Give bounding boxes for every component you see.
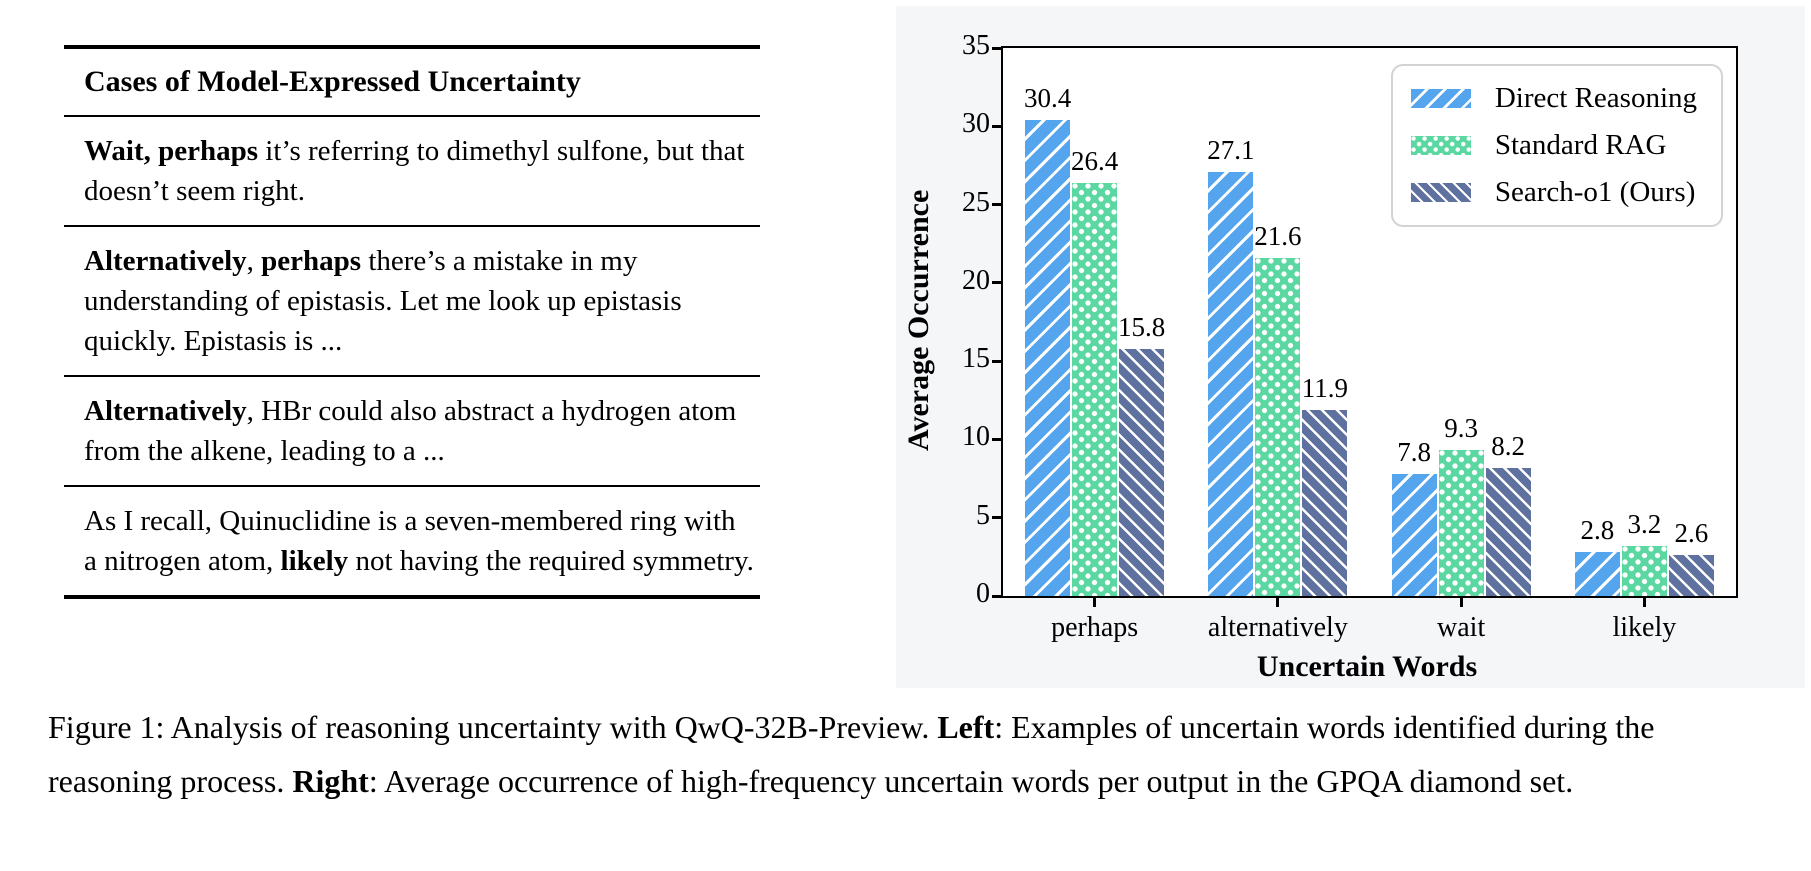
text: not having the required symmetry. [348, 545, 754, 577]
bar-chart: Average Occurrence Direct Reasoning Stand… [896, 6, 1805, 688]
legend-swatch-standard-rag [1410, 136, 1471, 155]
x-axis-label: Uncertain Words [1256, 650, 1478, 683]
bold-text: Right [292, 763, 369, 799]
y-tick-mark [992, 46, 1001, 50]
uncertainty-table: Cases of Model-Expressed Uncertainty Wai… [64, 45, 760, 599]
y-tick-label: 10 [962, 421, 990, 453]
x-tick-label-alternatively: alternatively [1207, 612, 1348, 643]
y-tick-label: 30 [962, 108, 990, 140]
bar-standard-rag-wait [1438, 450, 1484, 596]
bold-text: likely [280, 545, 349, 577]
bar-direct-reasoning-wait [1391, 473, 1437, 596]
y-tick-label: 35 [962, 30, 990, 61]
text: As I recall, Quinuclidine is a seven-mem… [84, 505, 736, 577]
table-row: Alternatively, HBr could also abstract a… [64, 375, 760, 485]
legend-swatch-search-o1-ours- [1410, 183, 1471, 202]
table-row: Wait, perhaps it’s referring to dimethyl… [64, 117, 760, 225]
legend-item: Standard RAG [1410, 129, 1697, 162]
text: , [246, 245, 262, 277]
x-tick-mark [1093, 598, 1097, 607]
x-tick-mark [1276, 598, 1280, 607]
x-tick-label-likely: likely [1612, 612, 1677, 643]
bar-value-label: 30.4 [1024, 83, 1072, 114]
bar-search-o1-ours--alternatively [1302, 409, 1348, 596]
text: there’s a mistake in my understanding of… [84, 245, 682, 357]
y-tick-label: 15 [962, 343, 990, 375]
bold-text: Left [937, 709, 995, 745]
y-tick-mark [992, 437, 1001, 441]
text: it’s referring to dimethyl sulfone, but … [84, 135, 745, 207]
bar-value-label: 2.6 [1674, 518, 1709, 549]
bar-value-label: 3.2 [1627, 508, 1662, 539]
x-tick-label-wait: wait [1437, 612, 1486, 643]
x-tick-mark [1459, 598, 1463, 607]
y-tick-label: 5 [976, 499, 990, 531]
bar-value-label: 2.8 [1580, 515, 1615, 546]
y-tick-mark [992, 203, 1001, 207]
legend-item-label: Search-o1 (Ours) [1494, 176, 1696, 208]
figure-caption: Figure 1: Analysis of reasoning uncertai… [48, 700, 1772, 808]
table-row: Alternatively, perhaps there’s a mistake… [64, 225, 760, 375]
bar-search-o1-ours--likely [1668, 555, 1714, 596]
bar-value-label: 9.3 [1444, 413, 1478, 444]
text: , HBr could also abstract a hydrogen ato… [84, 395, 737, 467]
bold-text: perhaps [261, 245, 362, 277]
text: Figure 1: Analysis of reasoning uncertai… [48, 709, 938, 745]
y-tick-mark [992, 124, 1001, 128]
legend-item-label: Standard RAG [1494, 129, 1667, 161]
text: : Average occurrence of high-frequency u… [368, 763, 1574, 799]
bar-direct-reasoning-perhaps [1025, 120, 1071, 596]
y-tick-mark [992, 281, 1001, 285]
bar-value-label: 26.4 [1071, 145, 1119, 176]
bold-text: Alternatively [84, 395, 247, 427]
bar-search-o1-ours--perhaps [1119, 348, 1165, 596]
legend-item-label: Direct Reasoning [1494, 82, 1697, 114]
bar-value-label: 21.6 [1254, 220, 1302, 251]
bar-direct-reasoning-alternatively [1208, 171, 1254, 596]
y-tick-label: 0 [976, 578, 990, 609]
table-row: As I recall, Quinuclidine is a seven-mem… [64, 485, 760, 595]
bar-value-label: 15.8 [1118, 311, 1166, 342]
x-tick-mark [1642, 598, 1646, 607]
y-tick-mark [992, 594, 1001, 598]
bold-text: Wait, perhaps [84, 135, 259, 167]
plot-area: Direct Reasoning Standard RAG Search-o1 (O… [992, 46, 1738, 643]
bar-search-o1-ours--wait [1485, 467, 1531, 596]
bar-standard-rag-likely [1621, 545, 1667, 596]
legend-item: Direct Reasoning [1410, 82, 1697, 115]
table-rows: Wait, perhaps it’s referring to dimethyl… [64, 117, 760, 595]
y-tick-label: 25 [962, 186, 990, 218]
bar-standard-rag-perhaps [1072, 182, 1118, 596]
legend-swatch-direct-reasoning [1410, 89, 1471, 108]
y-tick-mark [992, 516, 1001, 520]
bar-value-label: 27.1 [1207, 134, 1255, 165]
bold-text: Alternatively [84, 245, 247, 277]
legend-item: Search-o1 (Ours) [1410, 176, 1697, 209]
legend: Direct Reasoning Standard RAG Search-o1 (O… [1390, 64, 1723, 227]
x-tick-label-perhaps: perhaps [1051, 612, 1139, 643]
bar-standard-rag-alternatively [1255, 257, 1301, 596]
table-header: Cases of Model-Expressed Uncertainty [64, 49, 760, 117]
bar-value-label: 7.8 [1397, 436, 1431, 467]
text: : Examples of uncertain words identified… [48, 709, 1655, 799]
y-tick-mark [992, 359, 1001, 363]
bar-value-label: 8.2 [1491, 430, 1525, 461]
bar-direct-reasoning-likely [1574, 552, 1620, 596]
bar-value-label: 11.9 [1301, 372, 1348, 403]
y-tick-label: 20 [962, 264, 990, 296]
